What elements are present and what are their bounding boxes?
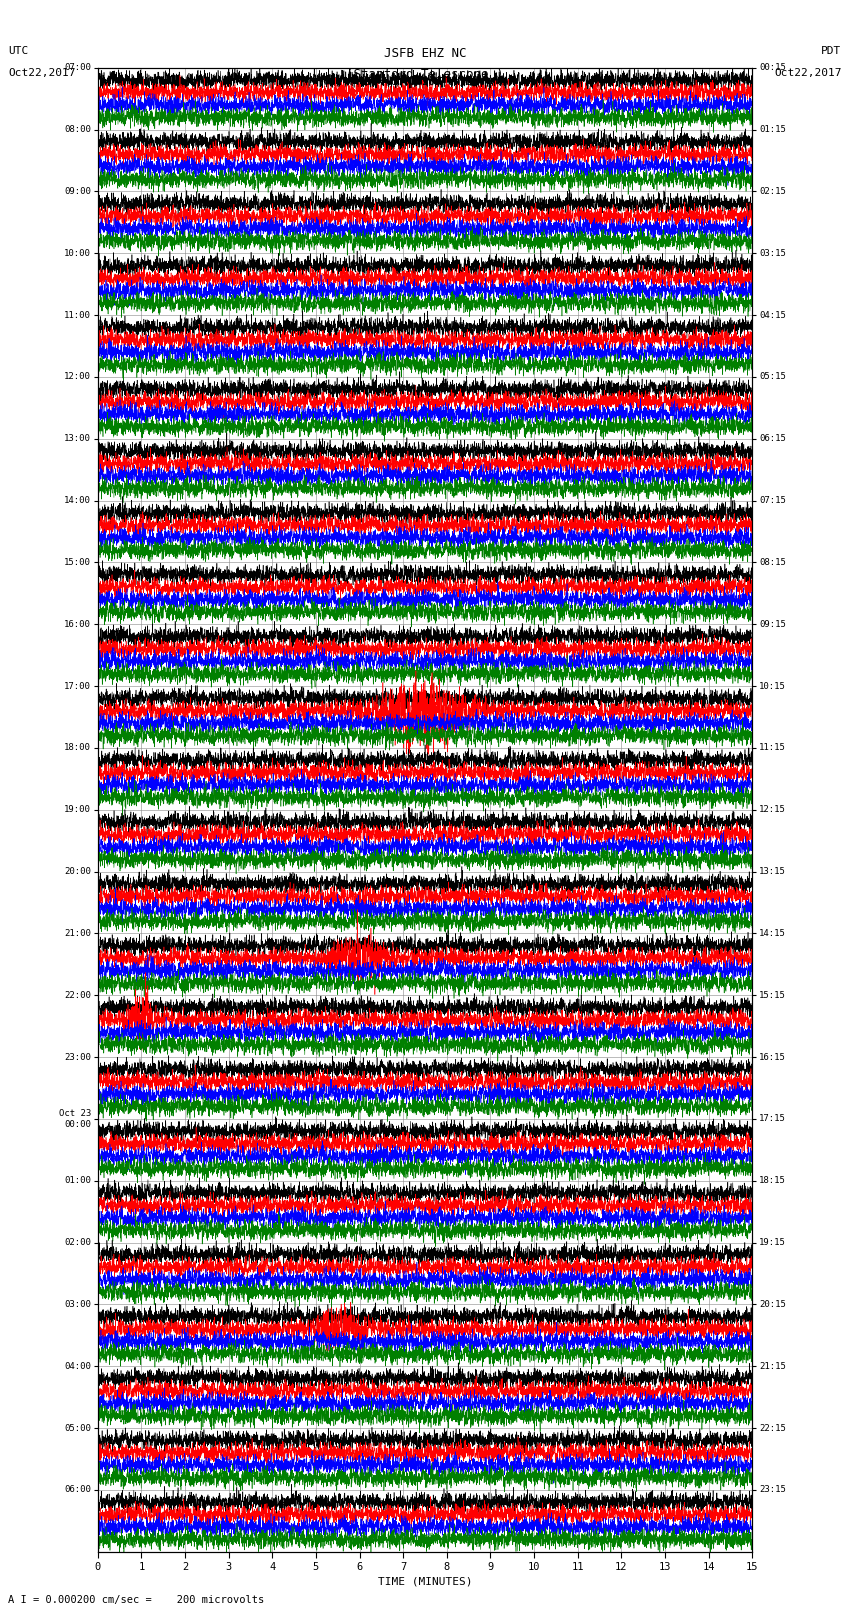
Text: JSFB EHZ NC: JSFB EHZ NC xyxy=(383,47,467,60)
Text: Oct22,2017: Oct22,2017 xyxy=(774,68,842,77)
X-axis label: TIME (MINUTES): TIME (MINUTES) xyxy=(377,1576,473,1586)
Text: A I = 0.000200 cm/sec =    200 microvolts: A I = 0.000200 cm/sec = 200 microvolts xyxy=(8,1595,264,1605)
Text: (Stanford Telescope ): (Stanford Telescope ) xyxy=(346,68,504,81)
Text: I = 0.000200 cm/sec: I = 0.000200 cm/sec xyxy=(366,77,484,87)
Text: PDT: PDT xyxy=(821,47,842,56)
Text: Oct22,2017: Oct22,2017 xyxy=(8,68,76,77)
Text: UTC: UTC xyxy=(8,47,29,56)
